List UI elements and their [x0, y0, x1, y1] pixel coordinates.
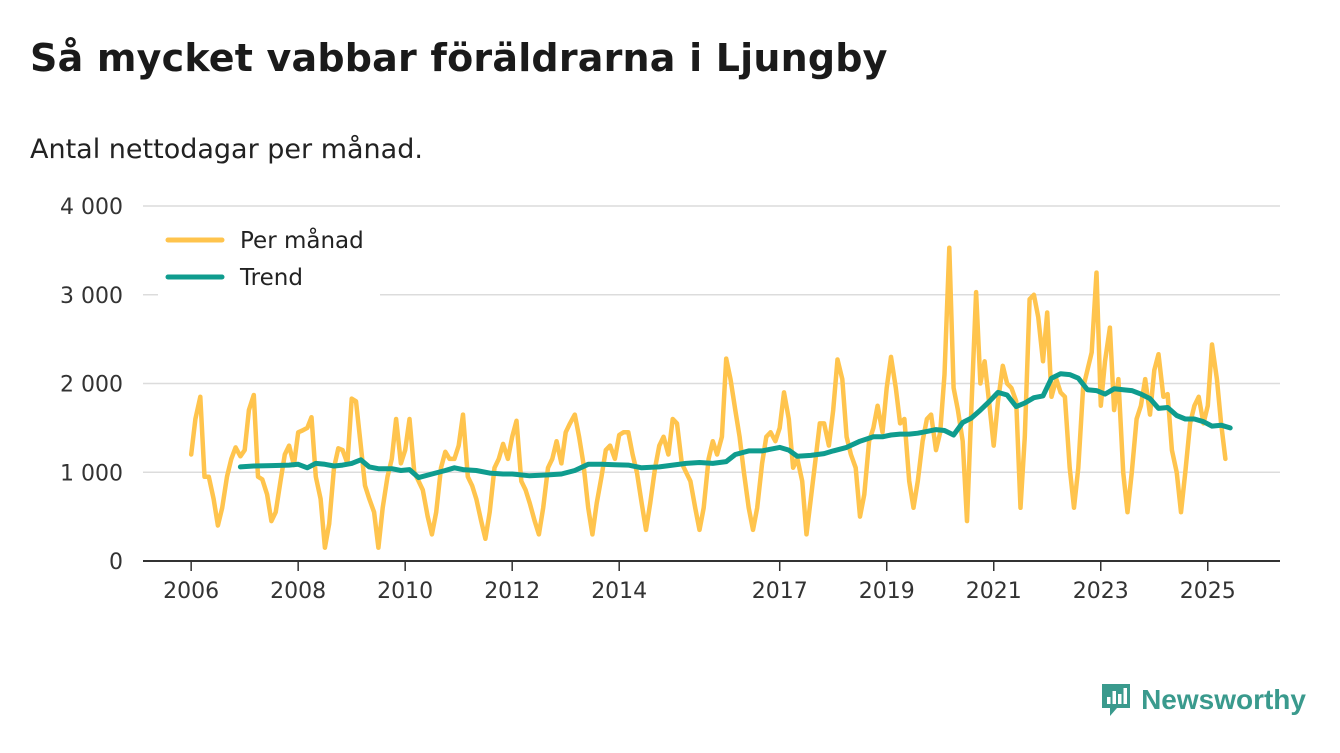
x-tick-label: 2017: [752, 579, 808, 604]
legend-background: [158, 222, 380, 296]
series-lines: [188, 245, 1233, 550]
y-tick-label: 0: [109, 550, 123, 575]
x-tick-label: 2014: [591, 579, 647, 604]
legend-label: Per månad: [240, 226, 364, 254]
y-tick-label: 3 000: [60, 284, 123, 309]
x-axis: 2006 2008 2010 2012 2014 2017 2019 2021 2023 2025: [143, 560, 1280, 604]
y-tick-label: 1 000: [60, 461, 123, 486]
x-tick-label: 2008: [270, 579, 326, 604]
brand-logo: Newsworthy: [1099, 681, 1306, 719]
x-tick-label: 2025: [1180, 579, 1236, 604]
series-line-trend: [237, 371, 1233, 481]
brand-name: Newsworthy: [1141, 684, 1306, 715]
y-tick-label: 4 000: [60, 195, 123, 220]
x-tick-label: 2010: [377, 579, 433, 604]
x-tick-label: 2021: [966, 579, 1022, 604]
x-tick-label: 2012: [484, 579, 540, 604]
x-tick-label: 2023: [1073, 579, 1129, 604]
y-tick-label: 2 000: [60, 373, 123, 398]
legend: Per månad Trend: [158, 222, 380, 296]
legend-label: Trend: [239, 265, 303, 291]
chart-subtitle: Antal nettodagar per månad.: [30, 134, 423, 165]
x-tick-label: 2019: [859, 579, 915, 604]
series-line-per-manad: [188, 245, 1228, 550]
x-tick-label: 2006: [163, 579, 219, 604]
y-axis-labels: 0 1 000 2 000 3 000 4 000: [60, 195, 123, 575]
newsworthy-logo-icon: [1102, 684, 1131, 716]
chart-title: Så mycket vabbar föräldrarna i Ljungby: [30, 36, 888, 80]
